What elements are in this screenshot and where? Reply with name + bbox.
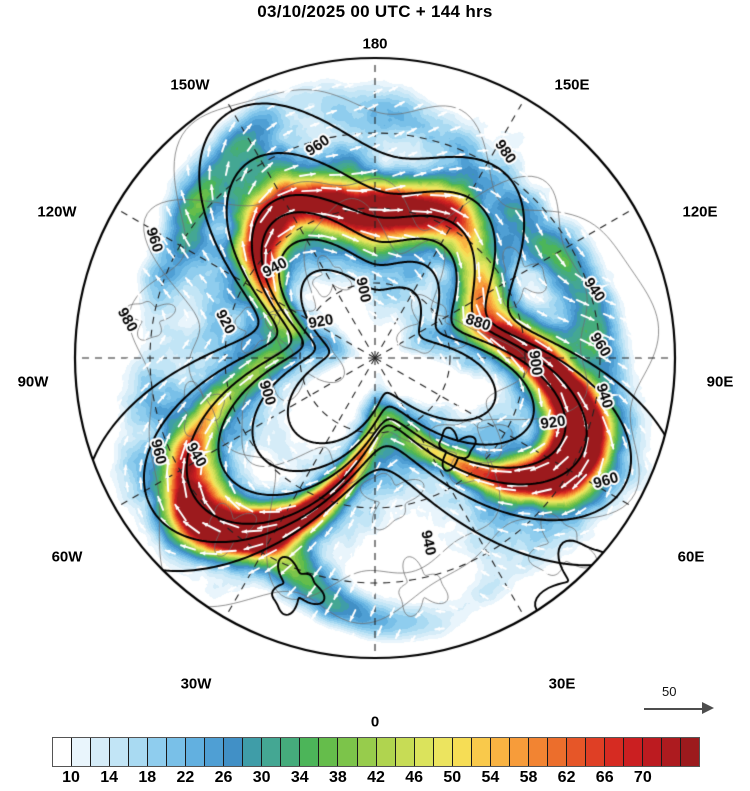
colorbar-tick-62: 62 xyxy=(557,769,576,786)
colorbar-cell xyxy=(224,738,244,766)
colorbar-cell xyxy=(281,738,301,766)
colorbar-tick-labels: 10 14 18 22 26 30 34 38 42 46 50 54 58 62 66 70 xyxy=(52,769,700,791)
map-canvas[interactable] xyxy=(0,28,750,688)
colorbar-cell xyxy=(452,738,472,766)
colorbar-cell xyxy=(243,738,263,766)
colorbar-tick-10: 10 xyxy=(62,769,80,786)
colorbar-cell xyxy=(547,738,567,766)
colorbar-cell xyxy=(662,738,682,766)
page-title: 03/10/2025 00 UTC + 144 hrs xyxy=(257,2,493,21)
colorbar-tick-70: 70 xyxy=(633,769,652,786)
longitude-label-30e: 30E xyxy=(548,675,576,693)
colorbar-cell xyxy=(338,738,358,766)
colorbar-cell xyxy=(91,738,111,766)
colorbar-swatches[interactable] xyxy=(52,737,700,767)
reference-vector: 50 xyxy=(640,684,732,720)
colorbar-cell xyxy=(148,738,168,766)
colorbar-cell xyxy=(186,738,206,766)
colorbar-cell xyxy=(642,738,662,766)
longitude-label-150w: 150W xyxy=(170,76,210,94)
colorbar-cell xyxy=(566,738,586,766)
polar-map[interactable] xyxy=(0,28,750,688)
colorbar-cell xyxy=(262,738,282,766)
colorbar-cell xyxy=(357,738,377,766)
longitude-label-90e: 90E xyxy=(706,373,734,391)
colorbar-cell xyxy=(471,738,491,766)
colorbar-cell xyxy=(490,738,510,766)
longitude-label-60w: 60W xyxy=(51,548,83,566)
colorbar-cell xyxy=(110,738,130,766)
colorbar-tick-30: 30 xyxy=(252,769,271,786)
longitude-label-180: 180 xyxy=(362,35,388,53)
colorbar-cell xyxy=(528,738,548,766)
colorbar-tick-54: 54 xyxy=(481,769,500,786)
longitude-label-120e: 120E xyxy=(682,203,718,221)
colorbar-cell xyxy=(205,738,225,766)
colorbar-tick-22: 22 xyxy=(176,769,195,786)
colorbar-tick-18: 18 xyxy=(138,769,157,786)
colorbar-cell xyxy=(585,738,605,766)
colorbar-cell xyxy=(433,738,453,766)
colorbar-cell xyxy=(414,738,434,766)
longitude-label-30w: 30W xyxy=(180,675,212,693)
colorbar-cell xyxy=(604,738,624,766)
colorbar-cell xyxy=(509,738,529,766)
colorbar-cell xyxy=(167,738,187,766)
colorbar-tick-58: 58 xyxy=(519,769,538,786)
reference-vector-label: 50 xyxy=(662,684,677,699)
colorbar-tick-42: 42 xyxy=(367,769,385,786)
longitude-label-150e: 150E xyxy=(554,76,590,94)
colorbar-cell xyxy=(681,738,700,766)
colorbar[interactable]: 10 14 18 22 26 30 34 38 42 46 50 54 58 62 66 70 xyxy=(0,733,750,786)
colorbar-tick-66: 66 xyxy=(595,769,614,786)
longitude-label-120w: 120W xyxy=(37,203,77,221)
colorbar-tick-26: 26 xyxy=(214,769,233,786)
reference-vector-arrowhead xyxy=(702,702,714,714)
colorbar-cell xyxy=(72,738,92,766)
colorbar-tick-34: 34 xyxy=(290,769,309,786)
colorbar-tick-50: 50 xyxy=(443,769,462,786)
colorbar-cell xyxy=(395,738,415,766)
colorbar-cell xyxy=(129,738,149,766)
longitude-label-60e: 60E xyxy=(677,548,705,566)
colorbar-cell xyxy=(623,738,643,766)
longitude-label-0: 0 xyxy=(370,713,380,731)
colorbar-tick-46: 46 xyxy=(405,769,424,786)
colorbar-cell xyxy=(376,738,396,766)
colorbar-cell xyxy=(53,738,73,766)
colorbar-tick-38: 38 xyxy=(328,769,347,786)
reference-vector-line xyxy=(644,708,706,710)
colorbar-tick-14: 14 xyxy=(100,769,119,786)
longitude-label-90w: 90W xyxy=(17,373,49,391)
colorbar-cell xyxy=(319,738,339,766)
colorbar-cell xyxy=(300,738,320,766)
